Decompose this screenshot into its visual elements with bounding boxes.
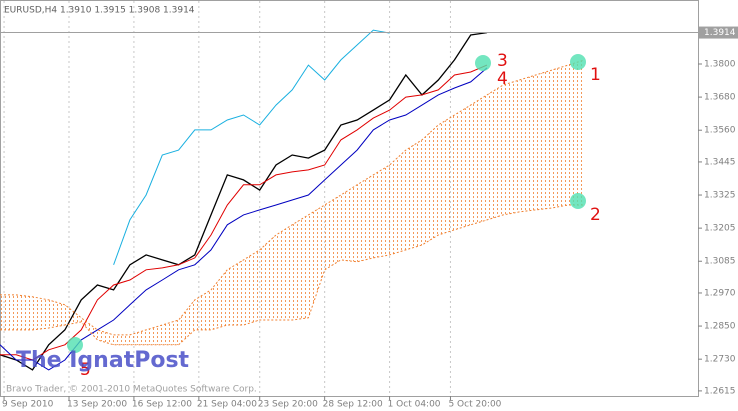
annotation: 4 (497, 69, 508, 89)
marker-circle (67, 337, 83, 353)
series-line (0, 67, 488, 371)
y-tick-label: 1.3085 (704, 257, 736, 267)
y-tick-label: 1.2970 (704, 288, 736, 298)
y-tick-label: 1.2615 (704, 386, 736, 396)
x-tick-label: 21 Sep 04:00 (197, 400, 257, 410)
series-line (0, 31, 488, 371)
annotation: 3 (497, 51, 508, 71)
x-tick-label: 16 Sep 12:00 (132, 400, 192, 410)
annotation: 5 (80, 360, 91, 380)
watermark: The IgnatPost (16, 348, 190, 373)
cloud-edge (0, 204, 585, 346)
y-tick-label: 1.3560 (704, 126, 736, 136)
y-tick-label: 1.3325 (704, 191, 736, 201)
y-tick-label: 1.2730 (704, 355, 736, 365)
y-tick-label: 1.3680 (704, 93, 736, 103)
y-tick-label: 1.3445 (704, 157, 736, 167)
marker-circle (570, 54, 586, 70)
x-tick-label: 28 Sep 12:00 (323, 400, 383, 410)
x-tick-label: 5 Oct 20:00 (448, 400, 501, 410)
series-line (0, 64, 488, 361)
x-tick-label: 1 Oct 04:00 (388, 400, 441, 410)
y-tick-label: 1.3800 (704, 60, 736, 70)
annotation: 2 (590, 205, 601, 225)
last-price-label: 1.3914 (704, 28, 736, 38)
annotation: 1 (590, 65, 601, 85)
x-tick-label: 9 Sep 2010 (2, 400, 54, 410)
series-line (113, 29, 390, 265)
marker-circle (475, 55, 491, 71)
plot-frame (0, 0, 699, 397)
x-tick-label: 23 Sep 20:00 (258, 400, 318, 410)
last-price-box (699, 26, 738, 39)
x-tick-label: 13 Sep 20:00 (67, 400, 127, 410)
copyright: Bravo Trader, © 2001-2010 MetaQuotes Sof… (6, 385, 257, 395)
marker-circle (570, 193, 586, 209)
y-tick-label: 1.2850 (704, 322, 736, 332)
y-tick-label: 1.3205 (704, 224, 736, 234)
cloud-edge (0, 59, 585, 336)
cloud-fill (0, 59, 585, 345)
chart-title: EURUSD,H4 1.3910 1.3915 1.3908 1.3914 (4, 6, 195, 16)
